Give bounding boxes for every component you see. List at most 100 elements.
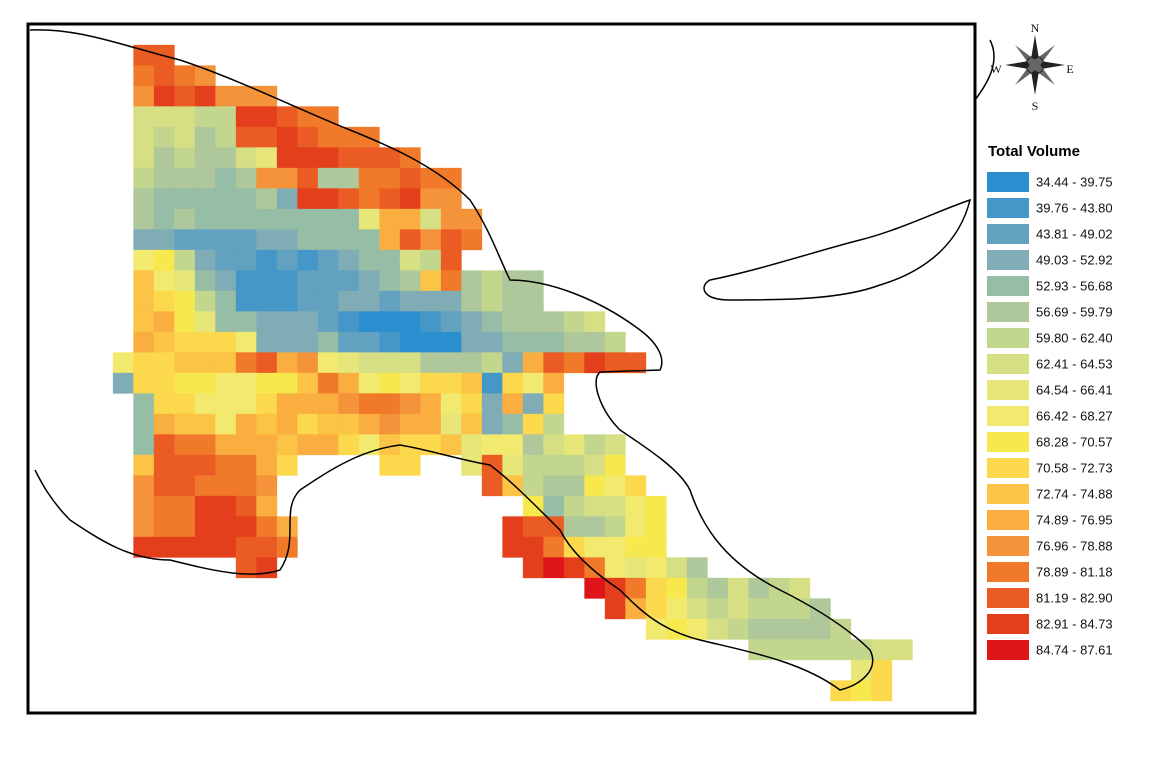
grid-cell	[625, 352, 647, 374]
grid-cell	[338, 270, 360, 292]
grid-cell	[440, 229, 462, 251]
grid-cell	[379, 372, 401, 394]
grid-cell	[358, 229, 380, 251]
grid-cell	[297, 147, 319, 169]
grid-cell	[399, 167, 421, 189]
grid-cell	[686, 557, 708, 579]
grid-cell	[235, 536, 257, 558]
grid-cell	[317, 126, 339, 148]
grid-cell	[256, 495, 278, 517]
grid-cell	[317, 393, 339, 415]
grid-cell	[215, 208, 237, 230]
grid-cell	[420, 311, 442, 333]
grid-cell	[112, 372, 134, 394]
grid-cell	[133, 229, 155, 251]
grid-cell	[153, 290, 175, 312]
grid-cell	[338, 290, 360, 312]
legend-label: 78.89 - 81.18	[1036, 564, 1113, 579]
grid-cell	[174, 434, 196, 456]
grid-cell	[194, 270, 216, 292]
grid-cell	[338, 208, 360, 230]
grid-cell	[748, 577, 770, 599]
grid-cell	[789, 577, 811, 599]
grid-cell	[399, 454, 421, 476]
grid-cell	[174, 311, 196, 333]
grid-cell	[235, 516, 257, 538]
grid-cell	[153, 536, 175, 558]
grid-cell	[276, 516, 298, 538]
grid-cell	[358, 352, 380, 374]
grid-cell	[317, 167, 339, 189]
grid-cell	[440, 311, 462, 333]
legend-swatch	[987, 302, 1029, 322]
grid-cell	[358, 311, 380, 333]
map-frame	[26, 22, 977, 715]
grid-cell	[461, 434, 483, 456]
grid-cell	[317, 147, 339, 169]
grid-cell	[153, 188, 175, 210]
grid-cell	[379, 413, 401, 435]
grid-cell	[522, 290, 544, 312]
grid-cell	[379, 188, 401, 210]
grid-cell	[379, 270, 401, 292]
grid-cell	[174, 249, 196, 271]
grid-cell	[215, 413, 237, 435]
grid-cell	[338, 372, 360, 394]
grid-cell	[338, 249, 360, 271]
grid-cell	[174, 85, 196, 107]
grid-cell	[768, 618, 790, 640]
grid-cell	[133, 331, 155, 353]
grid-cell	[215, 516, 237, 538]
grid-cell	[420, 413, 442, 435]
grid-cell	[174, 495, 196, 517]
grid-cell	[153, 311, 175, 333]
legend-swatch	[987, 354, 1029, 374]
grid-cell	[768, 598, 790, 620]
grid-cell	[461, 311, 483, 333]
grid-cell	[502, 311, 524, 333]
grid-cell	[543, 536, 565, 558]
grid-cell	[850, 680, 872, 702]
grid-cell	[153, 331, 175, 353]
grid-cell	[235, 352, 257, 374]
grid-cell	[256, 536, 278, 558]
grid-cell	[707, 577, 729, 599]
grid-cell	[666, 598, 688, 620]
grid-cell	[379, 311, 401, 333]
grid-cell	[215, 147, 237, 169]
grid-cell	[317, 270, 339, 292]
legend-label: 49.03 - 52.92	[1036, 252, 1113, 267]
grid-cell	[481, 270, 503, 292]
grid-cell	[809, 618, 831, 640]
grid-cell	[256, 393, 278, 415]
grid-cell	[563, 454, 585, 476]
compass-e: E	[1066, 62, 1073, 76]
grid-cell	[153, 434, 175, 456]
legend-swatch	[987, 224, 1029, 244]
grid-cell	[440, 372, 462, 394]
grid-cell	[563, 516, 585, 538]
grid-cell	[297, 229, 319, 251]
grid-cell	[133, 208, 155, 230]
grid-cell	[317, 372, 339, 394]
grid-cell	[194, 454, 216, 476]
grid-cell	[133, 249, 155, 271]
grid-cell	[584, 454, 606, 476]
grid-cell	[481, 331, 503, 353]
legend-swatch	[987, 614, 1029, 634]
grid-cell	[174, 290, 196, 312]
grid-cell	[358, 208, 380, 230]
grid-cell	[871, 680, 893, 702]
grid-cell	[235, 495, 257, 517]
island-outline	[974, 39, 995, 101]
grid-cell	[194, 126, 216, 148]
grid-cell	[338, 352, 360, 374]
grid-cell	[297, 413, 319, 435]
grid-cell	[112, 352, 134, 374]
grid-cell	[399, 311, 421, 333]
compass-n: N	[1031, 21, 1040, 35]
grid-cell	[502, 331, 524, 353]
grid-cell	[686, 577, 708, 599]
grid-cell	[379, 393, 401, 415]
grid-cell	[133, 475, 155, 497]
